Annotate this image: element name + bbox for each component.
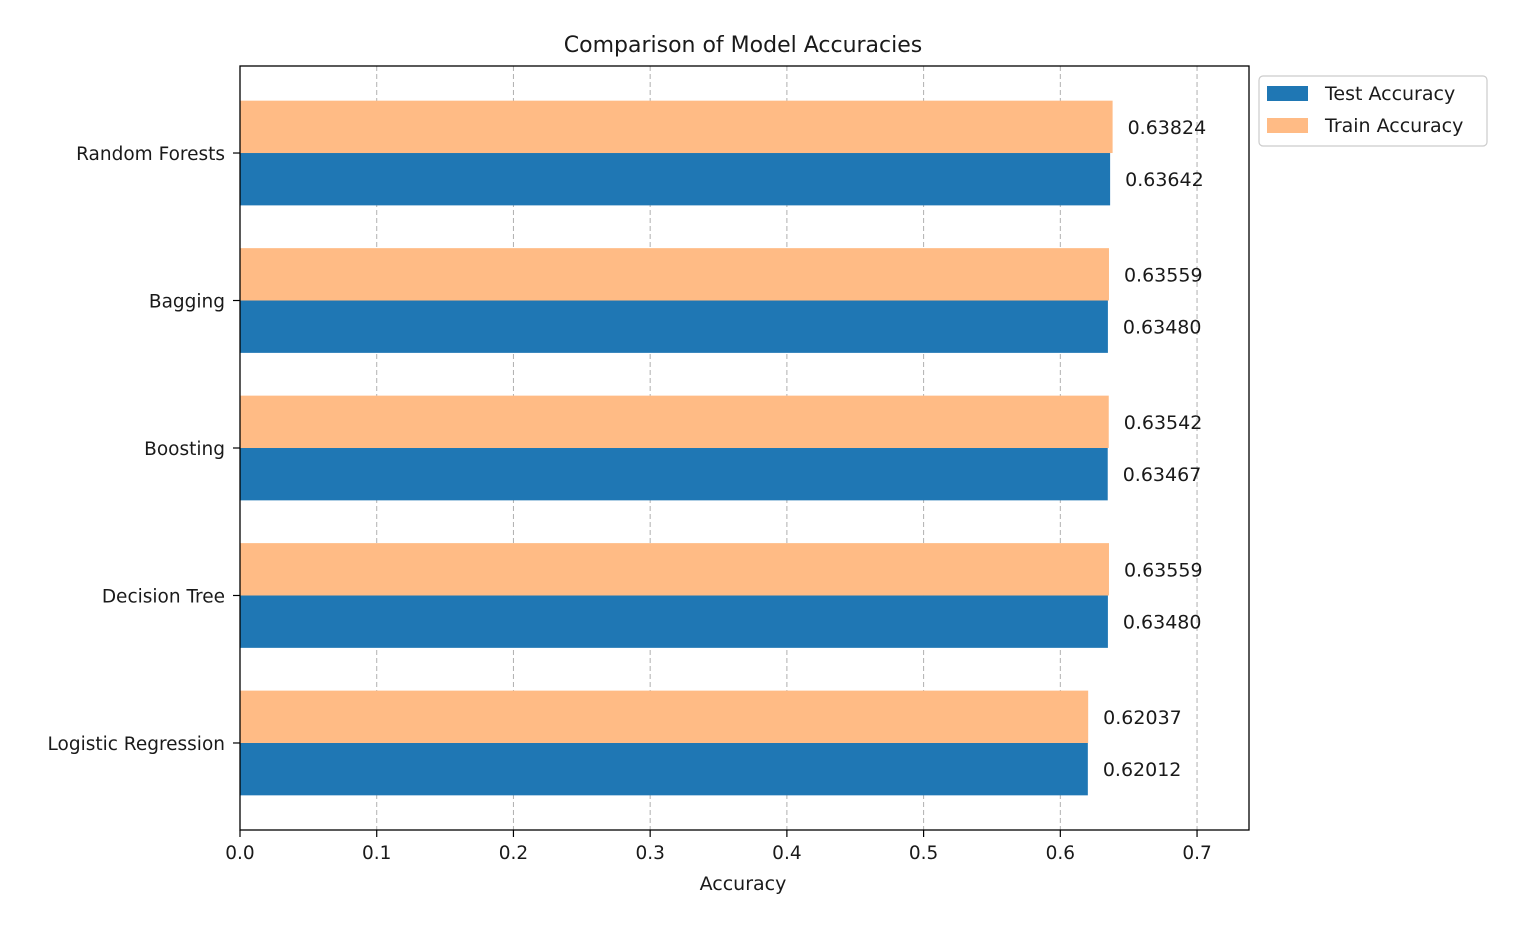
legend-label-test: Test Accuracy — [1324, 83, 1455, 105]
data-label-train-accuracy-boosting: 0.63542 — [1124, 412, 1203, 434]
data-label-test-accuracy-decision-tree: 0.63480 — [1123, 612, 1202, 634]
data-label-train-accuracy-bagging: 0.63559 — [1124, 264, 1203, 286]
data-label-train-accuracy-random-forests: 0.63824 — [1128, 117, 1207, 139]
data-labels: 0.62012 0.62037 0.63480 0.63559 0.63467 0.635… — [1103, 117, 1206, 781]
x-tick-label: 0.0 — [225, 843, 254, 864]
x-axis-ticks: 0.0 0.1 0.2 0.3 0.4 0.5 0.6 0.7 — [225, 830, 1212, 864]
legend: Test Accuracy Train Accuracy — [1258, 75, 1488, 147]
bar-test-accuracy-logistic-regression — [240, 742, 1088, 796]
data-label-test-accuracy-logistic-regression: 0.62012 — [1103, 759, 1182, 781]
x-tick-label: 0.4 — [772, 843, 801, 864]
legend-box — [1258, 75, 1488, 147]
data-label-train-accuracy-decision-tree: 0.63559 — [1124, 559, 1203, 581]
y-tick-label-random-forests: Random Forests — [76, 144, 225, 165]
bar-train-accuracy-decision-tree — [240, 543, 1109, 596]
x-axis-label: Accuracy — [700, 873, 787, 895]
x-tick-label: 0.2 — [499, 843, 528, 864]
y-tick-label-boosting: Boosting — [144, 439, 225, 460]
bars — [240, 100, 1113, 796]
y-tick-label-decision-tree: Decision Tree — [102, 586, 225, 607]
data-label-test-accuracy-bagging: 0.63480 — [1123, 317, 1202, 339]
legend-label-train: Train Accuracy — [1324, 115, 1463, 137]
legend-swatch-train — [1267, 118, 1308, 133]
data-label-test-accuracy-boosting: 0.63467 — [1123, 464, 1202, 486]
x-tick-label: 0.3 — [635, 843, 664, 864]
bar-test-accuracy-boosting — [240, 448, 1108, 501]
bar-train-accuracy-bagging — [240, 248, 1109, 301]
x-tick-label: 0.6 — [1046, 843, 1075, 864]
chart-title: Comparison of Model Accuracies — [564, 33, 923, 58]
bar-train-accuracy-random-forests — [240, 100, 1113, 154]
y-axis-ticks: Logistic Regression Decision Tree Boosting… — [48, 144, 240, 755]
bar-test-accuracy-random-forests — [240, 153, 1111, 206]
data-label-test-accuracy-random-forests: 0.63642 — [1125, 169, 1204, 191]
x-tick-label: 0.1 — [362, 843, 391, 864]
bar-train-accuracy-logistic-regression — [240, 690, 1089, 743]
x-tick-label: 0.5 — [909, 843, 938, 864]
y-tick-label-bagging: Bagging — [149, 292, 225, 313]
bar-train-accuracy-boosting — [240, 395, 1109, 448]
y-tick-label-logistic-regression: Logistic Regression — [48, 734, 225, 755]
bar-test-accuracy-bagging — [240, 300, 1108, 353]
bar-test-accuracy-decision-tree — [240, 595, 1108, 648]
data-label-train-accuracy-logistic-regression: 0.62037 — [1103, 707, 1182, 729]
legend-swatch-test — [1267, 86, 1308, 101]
x-tick-label: 0.7 — [1182, 843, 1211, 864]
